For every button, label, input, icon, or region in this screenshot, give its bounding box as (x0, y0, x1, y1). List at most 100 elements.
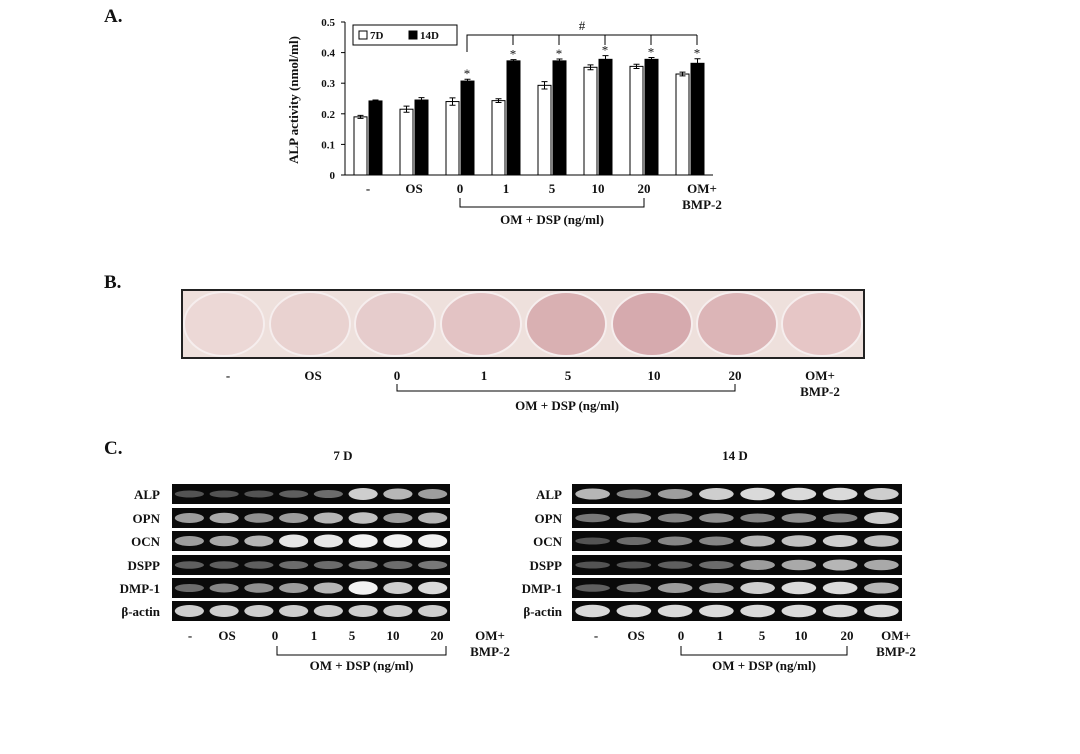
group-bracket (680, 646, 848, 656)
lane-label: 10 (387, 628, 400, 643)
gel-row (172, 578, 450, 598)
gel-band (279, 605, 309, 617)
bar (445, 101, 460, 176)
x-tick-label: OM+ BMP-2 (682, 181, 722, 212)
gel-row (572, 531, 902, 551)
gel-band (383, 513, 413, 523)
legend-box (352, 24, 458, 46)
y-tick-label: 0 (330, 170, 336, 182)
error-bar (418, 97, 425, 103)
gel-band (209, 490, 239, 498)
lane-label: 5 (565, 368, 572, 383)
gel-band (616, 604, 652, 618)
gel-band (616, 489, 652, 499)
bar (506, 60, 521, 176)
gel-band (418, 534, 448, 548)
gel-title: 14 D (722, 448, 748, 463)
gel-band (781, 513, 817, 523)
error-bar (602, 55, 609, 64)
gene-label: DMP-1 (522, 581, 562, 596)
gel-band (575, 561, 610, 569)
bar (491, 100, 506, 176)
gene-label: OPN (133, 511, 161, 526)
bar (399, 108, 414, 176)
gel-row (172, 555, 450, 575)
gel-band (383, 534, 413, 548)
bar (460, 80, 475, 176)
gel-band (781, 604, 817, 618)
group-label: OM + DSP (ng/ml) (515, 398, 619, 413)
gel-band (313, 490, 343, 498)
significance-star: * (694, 46, 701, 61)
gene-label: ALP (134, 487, 160, 502)
gel-band (864, 604, 899, 618)
gel-band (657, 583, 693, 593)
y-tick-label: 0.4 (321, 48, 335, 60)
gel-band (244, 513, 274, 523)
gel-band (418, 512, 448, 524)
panel-label: C. (104, 438, 122, 459)
gel-title: 7 D (333, 448, 352, 463)
legend-swatch (358, 30, 368, 40)
error-bar (556, 58, 563, 64)
gel-band (822, 487, 858, 501)
lane-label: OS (304, 368, 321, 383)
gel-band (348, 581, 378, 595)
error-bar (495, 98, 502, 103)
significance-star: * (556, 46, 563, 61)
gel-band (575, 513, 610, 523)
gel-band (418, 489, 448, 499)
gel-row (172, 484, 450, 504)
bracket (466, 34, 698, 52)
gel-row (172, 531, 450, 551)
gel-band (174, 536, 204, 546)
y-tick-label: 0.5 (321, 17, 335, 29)
error-bar (510, 59, 517, 63)
gel-band (822, 604, 858, 618)
gel-band (279, 583, 309, 593)
significance-star: * (602, 43, 609, 58)
lane-label: OM+ BMP-2 (800, 368, 840, 399)
gel-band (418, 560, 448, 570)
bar (644, 58, 659, 176)
bar (368, 100, 383, 176)
gel-band (616, 537, 652, 545)
lane-label: 10 (648, 368, 661, 383)
y-axis-label: ALP activity (nmol/ml) (286, 36, 301, 164)
significance-star: * (648, 44, 655, 59)
gel-row (572, 578, 902, 598)
gel-row (572, 601, 902, 621)
lane-label: OS (218, 628, 235, 643)
lane-label: 20 (729, 368, 742, 383)
gel-band (209, 605, 239, 617)
gel-band (348, 512, 378, 524)
gel-band (313, 512, 343, 524)
gel-band (244, 561, 274, 569)
error-bar (372, 99, 379, 103)
significance-star: * (510, 47, 517, 62)
error-bar (464, 78, 471, 84)
lane-label: 1 (717, 628, 724, 643)
gel-row (172, 508, 450, 528)
bar (353, 116, 368, 176)
group-bracket (459, 198, 645, 208)
gel-band (244, 490, 274, 498)
gene-label: DSPP (530, 558, 563, 573)
gel-row (572, 508, 902, 528)
gel-band (740, 487, 775, 501)
panel-label: B. (104, 272, 121, 293)
x-tick-label: - (366, 181, 370, 196)
gel-band (244, 535, 274, 547)
error-bar (449, 97, 456, 106)
gel-band (209, 535, 239, 547)
legend-label: 14D (420, 30, 439, 42)
gene-label: ALP (536, 487, 562, 502)
gel-band (174, 490, 204, 498)
gel-band (279, 561, 309, 569)
gel-band (657, 536, 693, 546)
gel-band (740, 513, 775, 523)
gel-band (383, 605, 413, 617)
bar (583, 66, 598, 176)
well (269, 291, 351, 357)
x-tick-label: 20 (638, 181, 651, 196)
